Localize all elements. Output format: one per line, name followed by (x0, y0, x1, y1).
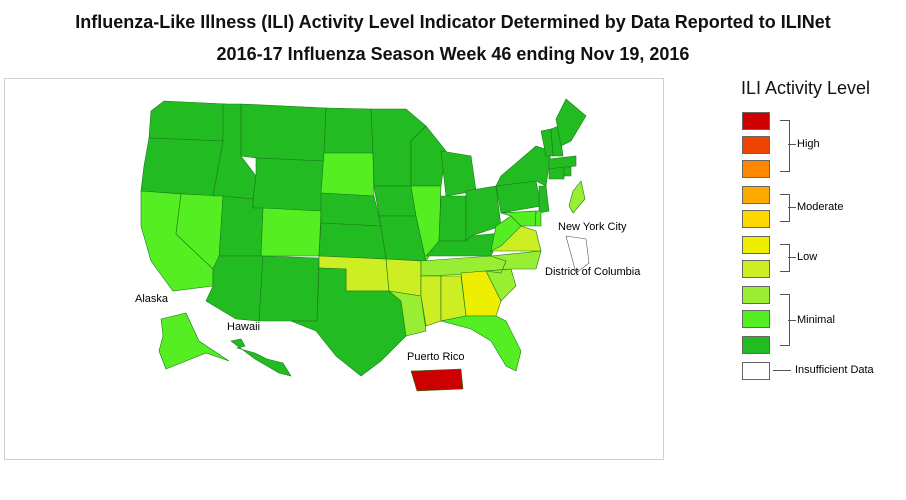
alaska-label: Alaska (135, 293, 169, 305)
legend-label-high: High (797, 138, 820, 150)
state-co (260, 207, 322, 257)
state-nm (258, 255, 320, 322)
state-la (387, 290, 427, 337)
dc-inset (565, 235, 590, 274)
bracket-high (780, 120, 790, 172)
state-me (555, 98, 587, 147)
legend-swatch-level-7 (742, 186, 770, 204)
bracket-low (780, 244, 790, 272)
legend-swatch-insufficient (742, 362, 770, 380)
us-map (140, 98, 590, 392)
state-ny (495, 145, 552, 187)
state-ms (420, 275, 442, 327)
state-wy (252, 157, 325, 212)
state-nc (485, 250, 542, 274)
legend-swatch-level-8 (742, 160, 770, 178)
state-ma (548, 155, 577, 170)
legend-swatch-level-5 (742, 236, 770, 254)
state-md (500, 210, 537, 227)
title-line-2: 2016-17 Influenza Season Week 46 ending … (216, 44, 690, 64)
legend-label-minimal: Minimal (797, 314, 835, 326)
state-wa (148, 100, 227, 142)
bracket-moderate (780, 194, 790, 222)
bracket-minimal-tick (788, 320, 796, 321)
state-sd (320, 152, 375, 197)
legend-swatch-level-1 (742, 336, 770, 354)
legend-swatch-level-4 (742, 260, 770, 278)
district-of-columbia-label: District of Columbia (545, 266, 641, 278)
nyc-inset (568, 180, 586, 214)
legend-swatch-level-3 (742, 286, 770, 304)
state-tx (290, 267, 407, 377)
legend-title: ILI Activity Level (741, 78, 871, 98)
state-nj (538, 185, 550, 214)
state-pa (495, 180, 542, 214)
legend-swatch-level-9 (742, 136, 770, 154)
state-wv (490, 215, 522, 252)
state-mt (240, 103, 327, 162)
legend-label-moderate: Moderate (797, 201, 844, 213)
legend-swatch-level-6 (742, 210, 770, 228)
map-frame: Alaska Hawaii Puerto Rico New York City … (4, 78, 664, 460)
state-hi (230, 338, 292, 377)
insufficient-connector (773, 370, 791, 371)
legend-swatch-level-2 (742, 310, 770, 328)
state-ne (320, 192, 382, 227)
bracket-moderate-tick (788, 207, 796, 208)
bracket-low-tick (788, 257, 796, 258)
state-nd (323, 107, 374, 154)
state-pr (410, 368, 464, 392)
state-az (205, 255, 264, 322)
state-mi (440, 150, 477, 197)
hawaii-label: Hawaii (227, 321, 261, 333)
state-ct (548, 166, 565, 180)
state-ks (318, 222, 387, 260)
new-york-city-label: New York City (558, 221, 627, 233)
legend-swatch-level-10 (742, 112, 770, 130)
puerto-rico-label: Puerto Rico (407, 351, 465, 363)
state-ar (385, 258, 422, 297)
state-oh (465, 185, 502, 242)
bracket-high-tick (788, 144, 796, 145)
state-or (140, 137, 224, 197)
state-fl (440, 315, 522, 372)
legend-label-insufficient: Insufficient Data (795, 364, 874, 376)
state-ga (460, 270, 502, 317)
state-ia (373, 185, 417, 217)
legend-label-low: Low (797, 251, 818, 263)
state-ri (563, 166, 572, 177)
state-ak (158, 312, 230, 370)
title-line-1: Influenza-Like Illness (ILI) Activity Le… (75, 12, 831, 32)
state-in (438, 195, 467, 242)
